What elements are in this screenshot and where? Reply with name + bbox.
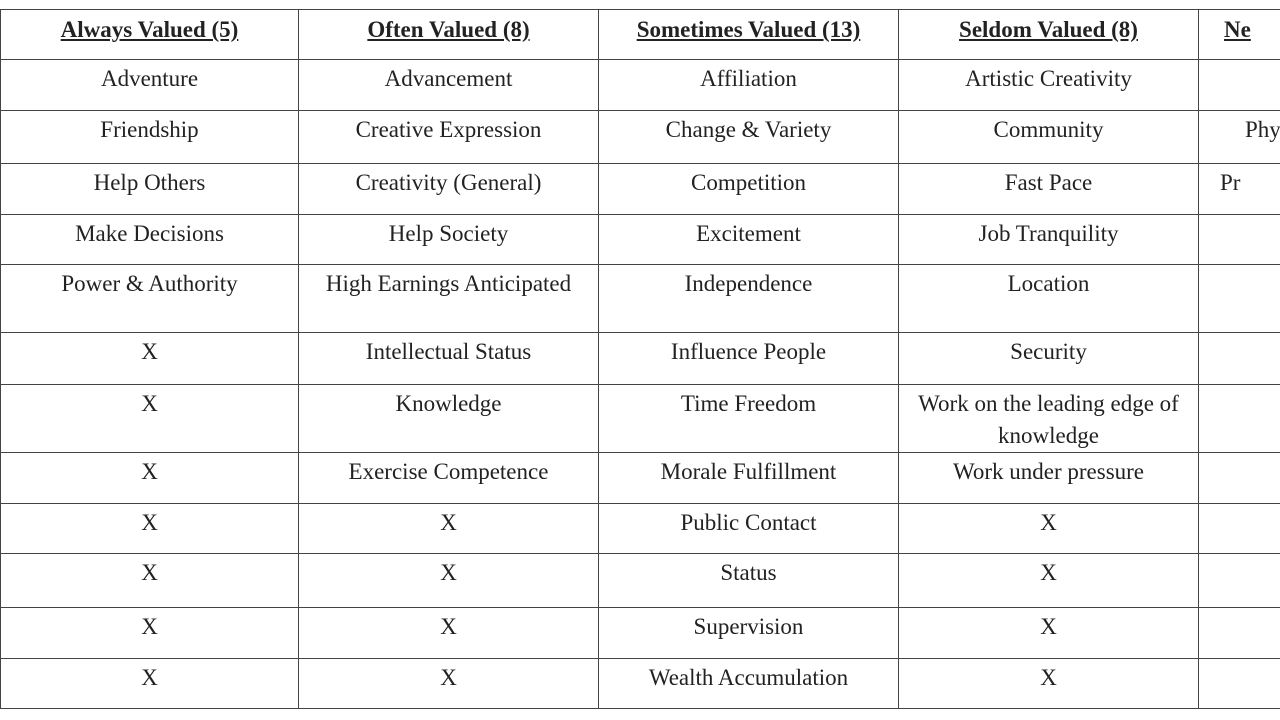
table-cell: X <box>0 452 299 504</box>
table-cell: Change & Variety <box>598 110 899 164</box>
table-cell: X <box>0 503 299 554</box>
table-cell: Job Tranquility <box>898 214 1199 265</box>
table-cell: Pr <box>1198 163 1280 215</box>
table-cell <box>1198 503 1280 554</box>
table-cell <box>1198 452 1280 504</box>
table-row: Friendship Creative Expression Change & Va… <box>0 110 1280 164</box>
table-cell: X <box>0 553 299 608</box>
header-never-valued: Ne <box>1198 9 1280 60</box>
table-cell: Independence <box>598 264 899 333</box>
table-cell: Artistic Creativity <box>898 59 1199 111</box>
table-cell: Status <box>598 553 899 608</box>
table-cell: Help Society <box>298 214 599 265</box>
table-cell: Supervision <box>598 607 899 659</box>
table-cell: Exercise Competence <box>298 452 599 504</box>
table-cell: X <box>898 658 1199 709</box>
table-row: X X Status X <box>0 553 1280 608</box>
table-cell: Excitement <box>598 214 899 265</box>
table-cell: Advancement <box>298 59 599 111</box>
table-cell: Creative Expression <box>298 110 599 164</box>
table-cell: X <box>0 607 299 659</box>
table-cell: Location <box>898 264 1199 333</box>
header-sometimes-valued: Sometimes Valued (13) <box>598 9 899 60</box>
table-cell: Community <box>898 110 1199 164</box>
header-always-valued: Always Valued (5) <box>0 9 299 60</box>
table-cell: Knowledge <box>298 384 599 453</box>
table-cell: Friendship <box>0 110 299 164</box>
table-cell <box>1198 384 1280 453</box>
table-cell: Help Others <box>0 163 299 215</box>
table-cell: Time Freedom <box>598 384 899 453</box>
values-table: Always Valued (5) Often Valued (8) Somet… <box>0 9 1280 709</box>
table-row: X X Public Contact X <box>0 503 1280 554</box>
table-cell: X <box>0 658 299 709</box>
table-cell: X <box>298 658 599 709</box>
table-row: Help Others Creativity (General) Competiti… <box>0 163 1280 215</box>
table-cell: Fast Pace <box>898 163 1199 215</box>
table-row: Power & Authority High Earnings Anticipat… <box>0 264 1280 333</box>
table-cell: Affiliation <box>598 59 899 111</box>
table-cell: Power & Authority <box>0 264 299 333</box>
table-cell: Security <box>898 332 1199 385</box>
table-cell <box>1198 214 1280 265</box>
table-cell: X <box>298 503 599 554</box>
table-cell: Creativity (General) <box>298 163 599 215</box>
table-cell: Influence People <box>598 332 899 385</box>
table-row: X X Wealth Accumulation X <box>0 658 1280 709</box>
table-cell: X <box>898 553 1199 608</box>
table-cell <box>1198 553 1280 608</box>
table-cell: Wealth Accumulation <box>598 658 899 709</box>
table-cell: X <box>898 607 1199 659</box>
table-cell: X <box>898 503 1199 554</box>
header-often-valued: Often Valued (8) <box>298 9 599 60</box>
table-row: X X Supervision X <box>0 607 1280 659</box>
header-row: Always Valued (5) Often Valued (8) Somet… <box>0 9 1280 60</box>
table-row: X Exercise Competence Morale Fulfillment Wo… <box>0 452 1280 504</box>
table-cell: Phy <box>1198 110 1280 164</box>
table-cell: Morale Fulfillment <box>598 452 899 504</box>
table-cell <box>1198 332 1280 385</box>
table-row: Make Decisions Help Society Excitement Job … <box>0 214 1280 265</box>
table-cell: X <box>0 384 299 453</box>
table-cell: Intellectual Status <box>298 332 599 385</box>
table-cell <box>1198 607 1280 659</box>
table-row: Adventure Advancement Affiliation Artistic … <box>0 59 1280 111</box>
table-row: X Intellectual Status Influence People Secu… <box>0 332 1280 385</box>
table-cell <box>1198 59 1280 111</box>
table-cell: High Earnings Anticipated <box>298 264 599 333</box>
table-cell: Work on the leading edge of knowledge <box>898 384 1199 453</box>
table-cell: X <box>0 332 299 385</box>
table-cell <box>1198 264 1280 333</box>
table-cell: Adventure <box>0 59 299 111</box>
table-cell: Work under pressure <box>898 452 1199 504</box>
table-cell: Competition <box>598 163 899 215</box>
table-cell: X <box>298 553 599 608</box>
table-cell: Public Contact <box>598 503 899 554</box>
table-cell: X <box>298 607 599 659</box>
table-cell <box>1198 658 1280 709</box>
table-cell: Make Decisions <box>0 214 299 265</box>
table-row: X Knowledge Time Freedom Work on the leadin… <box>0 384 1280 453</box>
header-seldom-valued: Seldom Valued (8) <box>898 9 1199 60</box>
